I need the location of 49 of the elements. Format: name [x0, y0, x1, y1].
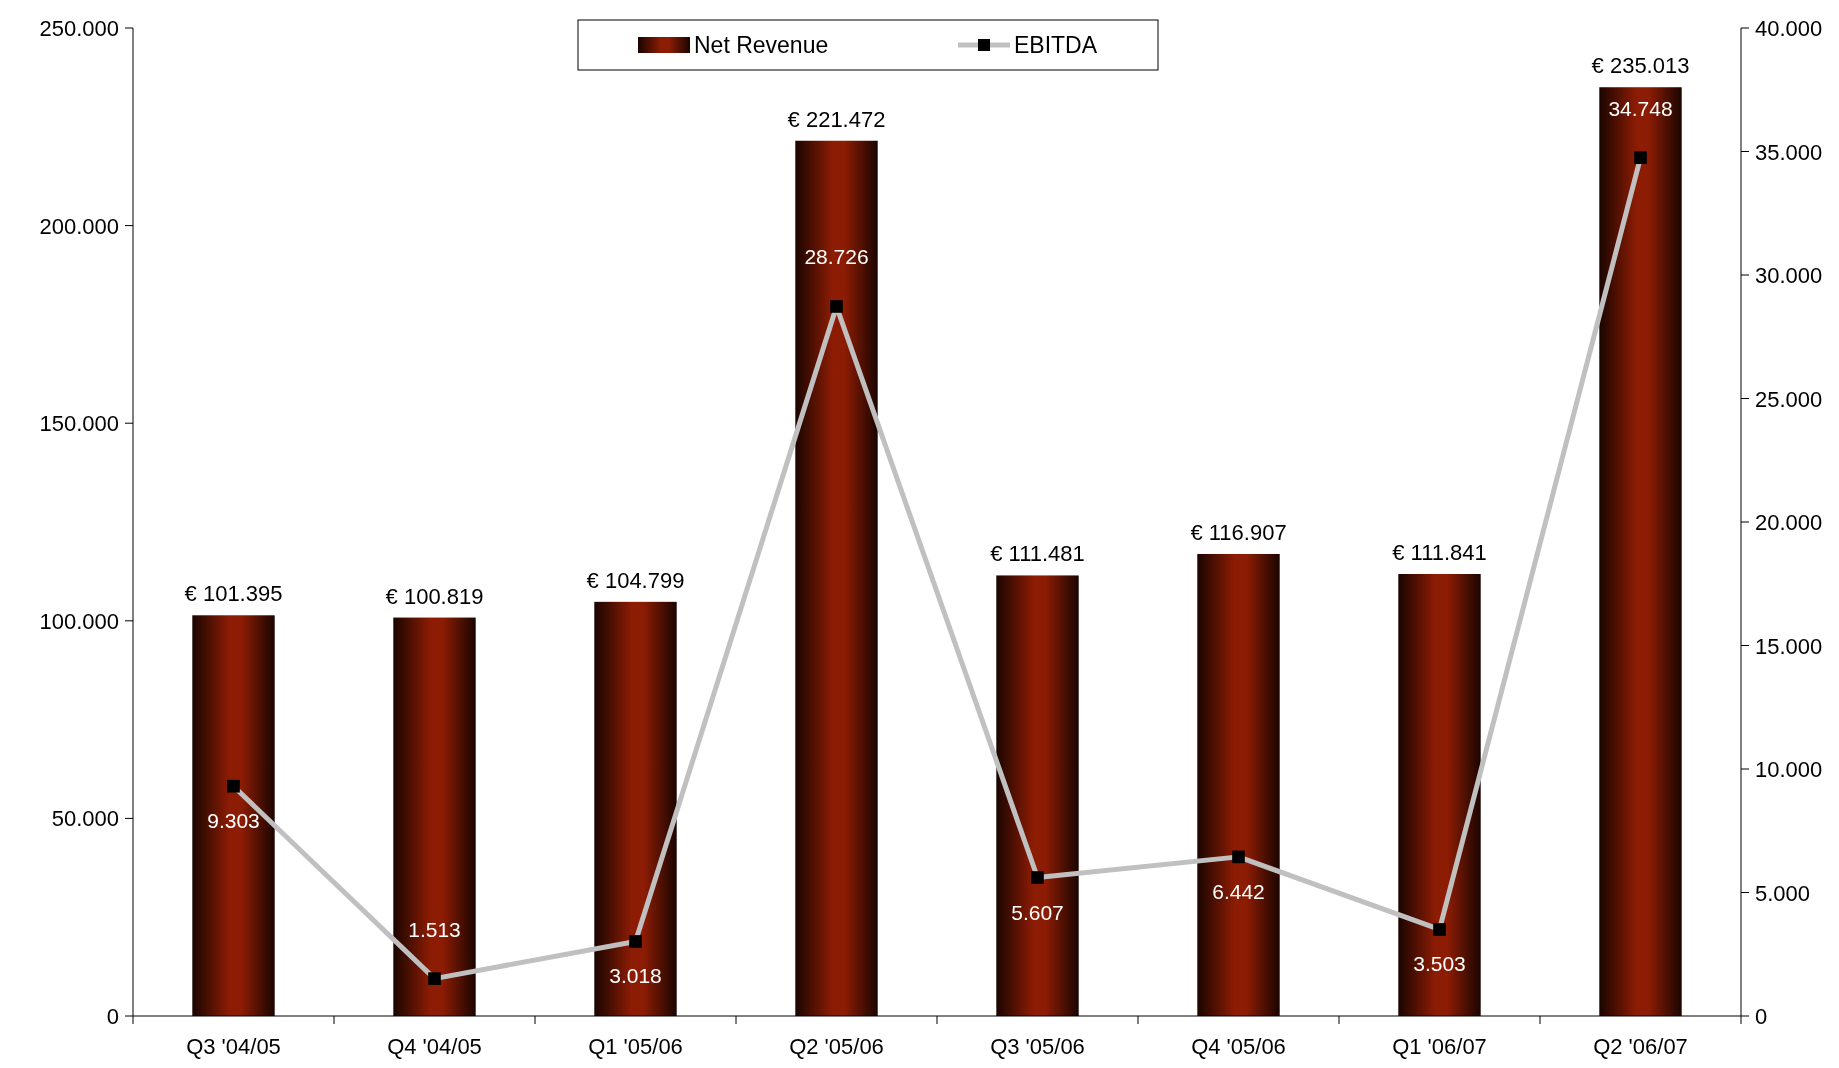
- y-tick-label: 100.000: [39, 608, 119, 634]
- y2-tick-label: 40.000: [1755, 16, 1823, 41]
- x-tick-label: Q3 '05/06: [990, 1034, 1085, 1059]
- data-label: € 116.907: [1190, 519, 1287, 545]
- y2-tick-label: 15.000: [1755, 633, 1823, 659]
- data-label: € 111.841: [1392, 540, 1487, 565]
- bar: [1197, 553, 1280, 1016]
- y2-tick-label: 35.000: [1755, 139, 1823, 165]
- bar: [996, 575, 1079, 1016]
- legend-label: Net Revenue: [694, 32, 829, 58]
- data-label: 5.607: [1011, 900, 1064, 924]
- data-label: € 235.013: [1591, 53, 1690, 79]
- bar: [192, 615, 275, 1016]
- data-label: € 104.799: [586, 567, 685, 593]
- y-tick-label: 50.000: [51, 806, 119, 832]
- x-tick-label: Q3 '04/05: [186, 1034, 281, 1059]
- y2-tick-label: 5.000: [1755, 880, 1811, 906]
- data-label: 28.726: [804, 245, 869, 269]
- x-tick-label: Q2 '05/06: [789, 1034, 884, 1059]
- bar: [1398, 574, 1481, 1016]
- x-tick-label: Q1 '05/06: [588, 1034, 683, 1059]
- x-tick-label: Q2 '06/07: [1593, 1034, 1688, 1059]
- data-label: 6.442: [1212, 879, 1265, 903]
- bar: [594, 601, 677, 1016]
- legend-label: EBITDA: [1014, 32, 1098, 58]
- data-label: € 100.819: [385, 583, 484, 609]
- x-tick-label: Q4 '05/06: [1191, 1034, 1286, 1059]
- data-label: 9.303: [207, 809, 260, 833]
- bar: [393, 617, 476, 1016]
- y2-tick-label: 25.000: [1755, 386, 1823, 412]
- y2-tick-label: 30.000: [1755, 263, 1823, 288]
- y2-tick-label: 10.000: [1755, 757, 1823, 782]
- y-tick-label: 200.000: [39, 213, 119, 239]
- data-label: € 101.395: [184, 581, 283, 607]
- y-tick-label: 250.000: [39, 16, 119, 41]
- x-tick-label: Q1 '06/07: [1392, 1034, 1487, 1059]
- data-label: 1.513: [408, 917, 461, 941]
- data-label: € 221.472: [787, 106, 886, 132]
- y-tick-label: 0: [106, 1004, 119, 1029]
- y2-tick-label: 20.000: [1755, 510, 1823, 535]
- data-label: 3.503: [1413, 952, 1466, 976]
- data-label: € 111.481: [990, 541, 1085, 567]
- y2-tick-label: 0: [1755, 1004, 1768, 1029]
- x-tick-label: Q4 '04/05: [387, 1034, 482, 1059]
- data-label: 3.018: [609, 964, 662, 988]
- y-tick-label: 150.000: [39, 411, 119, 437]
- data-label: 34.748: [1608, 96, 1673, 120]
- bar: [795, 140, 878, 1016]
- bar: [1599, 87, 1682, 1016]
